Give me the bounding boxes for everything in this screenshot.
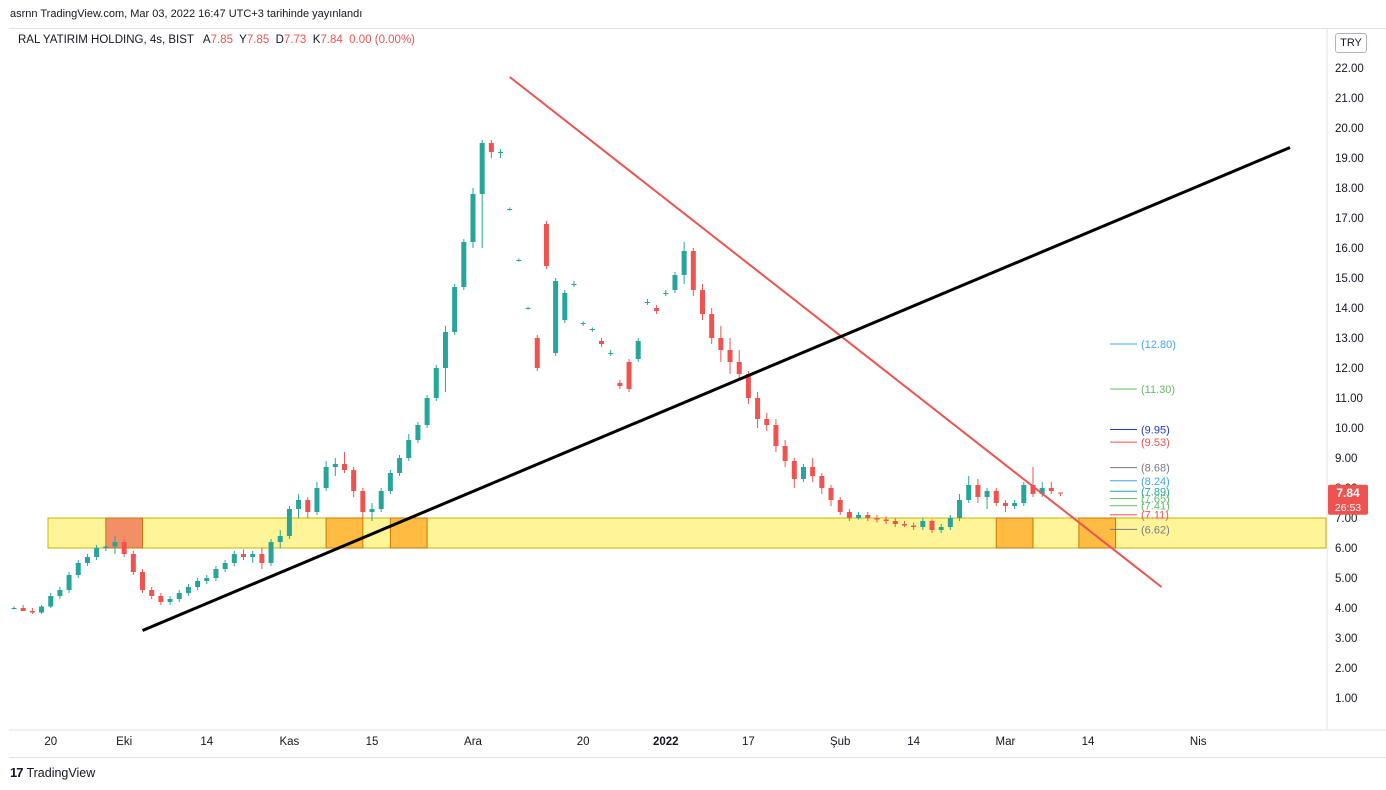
close-label: K [312,34,321,46]
low-value: 7.73 [283,34,307,46]
publish-info: asrnn TradingView.com, Mar 03, 2022 16:4… [10,8,363,20]
currency-button[interactable]: TRY [1335,33,1367,53]
open-value: 7.85 [210,34,233,46]
tradingview-logo-icon[interactable]: 17 [10,765,24,780]
chart-legend: RAL YATIRIM HOLDING, 4s, BIST A7.85 Y7.8… [18,34,415,46]
low-label: D [275,34,284,46]
close-value: 7.84 [320,34,343,46]
high-label: Y [239,34,247,46]
footer-brand[interactable]: TradingView [26,765,96,780]
change-value: 0.00 (0.00%) [349,34,416,46]
open-label: A [202,34,211,46]
symbol-title[interactable]: RAL YATIRIM HOLDING, 4s, BIST [18,34,194,46]
chart-frame[interactable] [9,28,1386,758]
high-value: 7.85 [246,34,270,46]
footer: 17 TradingView [10,765,95,780]
